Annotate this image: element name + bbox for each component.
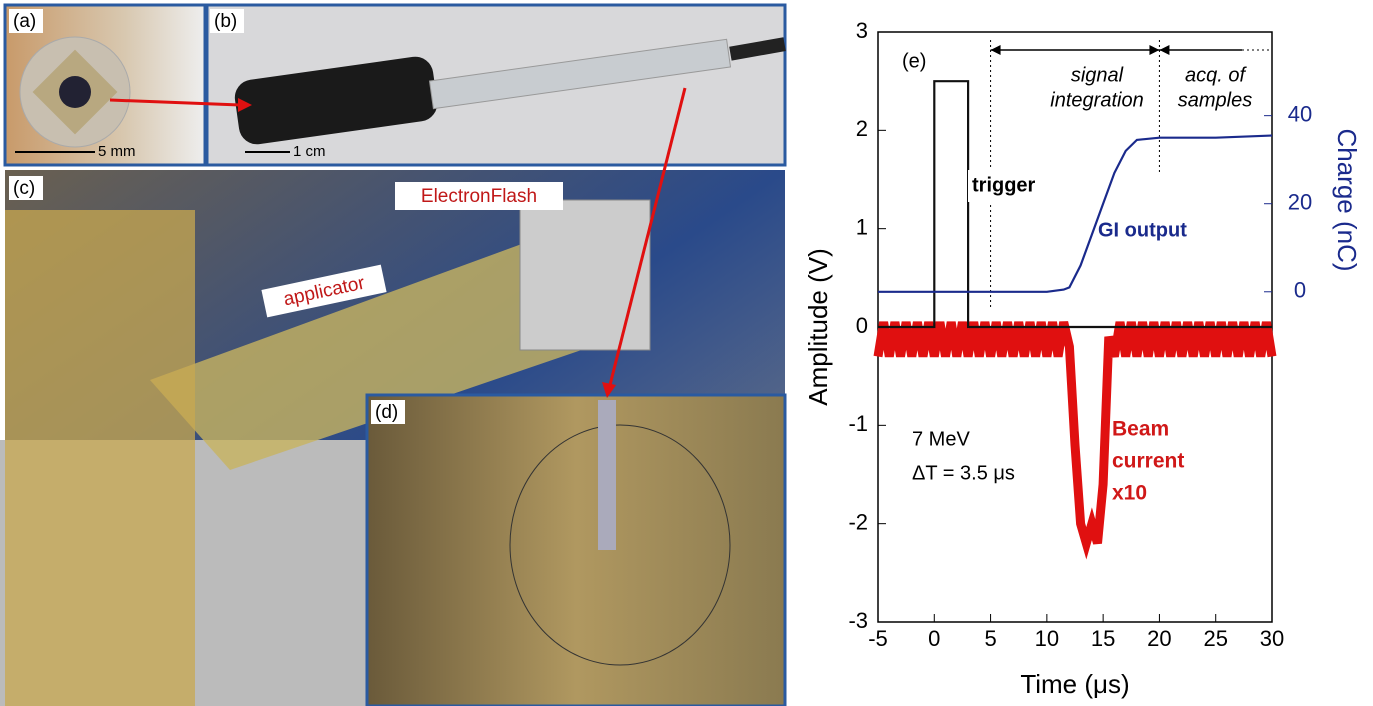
- y-tick-label: -1: [848, 411, 868, 436]
- annotation: samples: [1178, 89, 1252, 111]
- y2-tick-label: 20: [1288, 190, 1312, 215]
- panel-label: (e): [902, 50, 926, 72]
- photo-d: (d): [365, 393, 787, 706]
- x-tick-label: 5: [984, 626, 996, 651]
- panel-label: (c): [13, 178, 35, 199]
- x-tick-label: 10: [1035, 626, 1059, 651]
- photo-a: (a) 5 mm: [3, 3, 207, 167]
- scale-label: 1 cm: [293, 143, 326, 160]
- annotation: acq. of: [1185, 64, 1247, 86]
- annotation: trigger: [972, 174, 1036, 196]
- y2-tick-label: 40: [1288, 101, 1312, 126]
- panel-label: (b): [214, 11, 237, 32]
- annotation: integration: [1050, 89, 1143, 111]
- x-axis-title: Time (μs): [1020, 669, 1129, 699]
- annotation: ΔT = 3.5 μs: [912, 462, 1015, 484]
- arrow-head: [990, 45, 1001, 55]
- panel-label: (a): [13, 11, 36, 32]
- scale-label: 5 mm: [98, 143, 136, 160]
- x-tick-label: 25: [1203, 626, 1227, 651]
- y-tick-label: -2: [848, 509, 868, 534]
- panel-label: (d): [375, 402, 398, 423]
- y2-tick-label: 0: [1294, 278, 1306, 303]
- arrow-head: [1159, 45, 1170, 55]
- y-tick-label: 0: [856, 313, 868, 338]
- photo-b: (b) 1 cm: [205, 3, 787, 167]
- annotation: Beam: [1112, 418, 1169, 441]
- annotation: x10: [1112, 482, 1147, 505]
- x-tick-label: -5: [868, 626, 888, 651]
- x-tick-label: 30: [1260, 626, 1284, 651]
- series-line: [873, 321, 1277, 560]
- x-tick-label: 0: [928, 626, 940, 651]
- annotation: current: [1112, 450, 1184, 473]
- y-tick-label: 1: [856, 214, 868, 239]
- annotation: signal: [1071, 64, 1124, 86]
- y-tick-label: 2: [856, 116, 868, 141]
- y-tick-label: -3: [848, 608, 868, 633]
- annotation: ElectronFlash: [421, 186, 537, 207]
- x-tick-label: 20: [1147, 626, 1171, 651]
- arrows: [109, 87, 687, 398]
- series-line: [878, 134, 1273, 293]
- series-line: [878, 80, 1272, 329]
- label-bg: [968, 170, 1086, 202]
- y2-axis-title: Charge (nC): [1332, 128, 1362, 271]
- x-tick-label: 15: [1091, 626, 1115, 651]
- y-axis-title: Amplitude (V): [803, 248, 833, 406]
- arrow-head: [1149, 45, 1160, 55]
- y-tick-label: 3: [856, 18, 868, 43]
- annotation: GI output: [1098, 219, 1187, 241]
- annotation: 7 MeV: [912, 428, 970, 450]
